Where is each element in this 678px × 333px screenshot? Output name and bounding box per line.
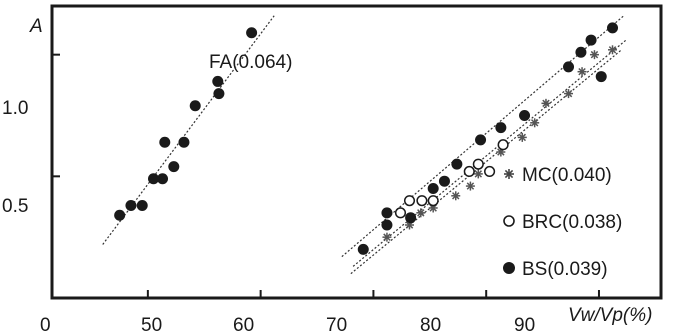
y-axis-title: A: [29, 16, 43, 37]
data-point-brc: [463, 165, 475, 178]
plot-frame: [50, 4, 663, 300]
data-point-fa: [148, 173, 159, 185]
legend-label-bs: BS(0.039): [522, 259, 608, 280]
data-point-mc: [465, 181, 475, 191]
data-point-bs: [475, 134, 487, 146]
trend-line: [350, 49, 622, 275]
x-tick-label: 60: [233, 315, 254, 333]
data-point-bs: [607, 22, 619, 34]
data-point-fa: [246, 27, 258, 39]
data-point-mc: [541, 98, 551, 108]
data-point-bs: [585, 34, 597, 46]
x-tick-label: 70: [326, 315, 347, 333]
data-point-bs: [381, 219, 393, 231]
data-point-mc: [382, 232, 392, 242]
data-point-fa: [159, 136, 171, 148]
data-point-mc: [564, 89, 574, 99]
y-tick-label: 1.0: [2, 98, 28, 119]
data-point-bs: [519, 110, 531, 121]
data-points: [114, 22, 619, 255]
data-point-brc: [427, 195, 439, 207]
x-tick-label: 90: [514, 315, 535, 333]
legend-label-mc: MC(0.040): [522, 165, 612, 186]
legend-marker-mc: [504, 169, 514, 179]
data-point-fa: [213, 88, 225, 100]
data-point-mc: [451, 191, 461, 201]
data-point-mc: [473, 169, 483, 179]
data-point-mc: [589, 50, 599, 60]
data-point-mc: [608, 45, 618, 55]
data-point-fa: [178, 136, 190, 148]
data-point-brc: [497, 139, 509, 151]
data-point-bs: [595, 71, 607, 83]
data-point-brc: [403, 195, 416, 207]
data-point-bs: [381, 207, 393, 219]
data-point-mc: [517, 132, 527, 142]
data-point-fa: [189, 100, 201, 112]
data-point-brc: [394, 207, 407, 219]
data-point-bs: [427, 183, 439, 194]
x-tick-label: 50: [141, 315, 162, 333]
legend: MC(0.040) BRC(0.038) BS(0.039): [503, 165, 622, 280]
legend-marker-brc: [503, 215, 515, 227]
data-point-bs: [563, 61, 575, 73]
fa-series-label: FA(0.064): [209, 52, 292, 73]
x-tick-label: 0: [40, 315, 51, 333]
data-point-brc: [484, 165, 496, 178]
data-point-bs: [357, 243, 369, 255]
x-axis-title: Vw/Vp(%): [568, 305, 652, 326]
data-point-mc: [416, 208, 426, 218]
data-point-fa: [136, 200, 148, 212]
data-point-fa: [168, 161, 180, 173]
data-point-fa: [212, 75, 224, 87]
y-tick-label: 0.5: [2, 196, 28, 217]
data-point-bs: [575, 46, 587, 58]
data-point-bs: [438, 175, 450, 187]
data-point-fa: [114, 209, 126, 221]
legend-label-brc: BRC(0.038): [522, 212, 622, 233]
data-point-bs: [405, 212, 417, 224]
trend-line: [352, 39, 627, 267]
data-point-fa: [125, 200, 137, 212]
x-tick-label: 80: [420, 315, 441, 333]
data-point-bs: [495, 122, 507, 134]
data-point-bs: [451, 158, 463, 170]
data-point-brc: [416, 195, 428, 207]
data-point-mc: [577, 67, 587, 77]
data-point-fa: [157, 173, 169, 185]
data-point-mc: [530, 118, 540, 128]
data-point-brc: [472, 158, 484, 170]
legend-marker-bs: [503, 262, 515, 274]
